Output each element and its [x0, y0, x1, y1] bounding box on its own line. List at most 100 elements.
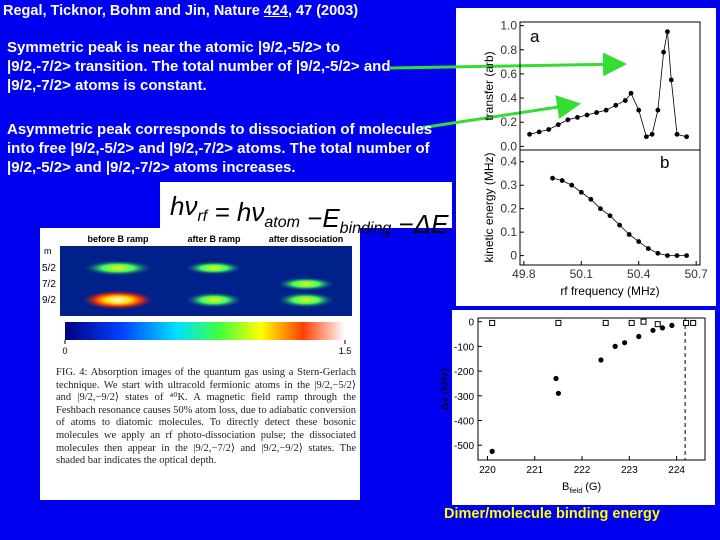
- data-point: [636, 333, 642, 340]
- x-tick-label: 222: [574, 465, 591, 476]
- row-label: 9/2: [42, 295, 56, 306]
- x-tick-label: 223: [621, 465, 638, 476]
- data-point: [527, 131, 532, 137]
- data-point: [669, 322, 675, 329]
- arrow: [389, 52, 627, 77]
- data-point: [555, 390, 561, 396]
- data-point: [546, 127, 552, 132]
- data-point: [575, 114, 580, 120]
- x-tick-label: 50.7: [684, 267, 708, 281]
- data-point: [598, 206, 603, 212]
- data-point-open: [654, 321, 661, 328]
- y-axis-label: Δν (kHz): [439, 368, 451, 410]
- note: Symmetric peak is near the atomic |9/2,-…: [7, 39, 391, 94]
- data-point: [643, 134, 649, 140]
- spectrum-panel: [456, 8, 716, 306]
- equation-subscript: binding: [340, 220, 392, 237]
- data-point-open: [690, 319, 697, 326]
- data-point: [578, 189, 584, 195]
- y-tick-label: 0.2: [500, 115, 517, 129]
- citation-text: , 47 (2003): [288, 3, 359, 19]
- data-point: [650, 327, 656, 333]
- equation-term: hν: [170, 191, 197, 221]
- equation-term: −ΔE: [391, 209, 449, 239]
- plot-frame: [477, 317, 706, 461]
- data-point: [661, 49, 667, 55]
- data-point: [655, 107, 661, 113]
- data-point: [536, 129, 542, 135]
- colorbar-label: 0: [62, 346, 67, 356]
- data-point: [674, 253, 680, 259]
- data-point: [636, 239, 642, 244]
- data-point: [565, 117, 571, 123]
- y-tick-label: 0.1: [500, 225, 517, 239]
- data-point: [569, 182, 575, 188]
- equation-term: −E: [300, 203, 340, 233]
- equation-box: [160, 182, 452, 228]
- data-point: [612, 343, 618, 349]
- binding-panel: [452, 310, 715, 505]
- data-point: [622, 98, 628, 103]
- data-point-open: [628, 319, 635, 326]
- x-axis-label: Bfield (G): [562, 481, 601, 495]
- y-tick-label: 0.2: [500, 202, 517, 216]
- panel-letter: b: [660, 153, 669, 172]
- equation-subscript: rf: [197, 208, 208, 225]
- y-tick-label: 1.0: [500, 19, 517, 33]
- data-point-open: [640, 318, 647, 325]
- y-tick-label: 0.6: [500, 67, 517, 81]
- citation-text: Regal, Ticknor, Bohm and Jin, Nature: [3, 3, 264, 19]
- cloud: [276, 277, 336, 291]
- y-tick-label: 0.4: [500, 155, 517, 169]
- y-tick-label: -500: [454, 441, 474, 452]
- data-point: [622, 340, 628, 346]
- equation-subscript: atom: [264, 214, 300, 231]
- y-tick-label: 0: [468, 318, 474, 329]
- data-point-open: [489, 319, 496, 326]
- column-label: after dissociation: [269, 234, 344, 244]
- y-tick-label: -100: [454, 342, 474, 353]
- data-point: [555, 122, 561, 128]
- column-label: before B ramp: [87, 234, 149, 244]
- cloud: [184, 261, 244, 275]
- data-point: [584, 112, 590, 118]
- data-point: [607, 213, 613, 219]
- x-tick-label: 221: [526, 465, 543, 476]
- data-point: [603, 107, 609, 113]
- cloud: [184, 292, 244, 308]
- citation: Regal, Ticknor, Bohm and Jin, Nature 424…: [3, 3, 358, 19]
- data-point: [674, 131, 680, 137]
- y-tick-label: 0: [510, 249, 517, 263]
- data-point: [617, 222, 622, 228]
- data-point: [684, 134, 689, 140]
- cloud: [80, 290, 156, 310]
- colorbar-label: 1.5: [339, 346, 352, 356]
- data-point: [659, 325, 666, 331]
- data-point-open: [683, 319, 690, 326]
- y-tick-label: 0.0: [500, 139, 517, 153]
- colorbar: [65, 322, 345, 340]
- data-point: [550, 175, 555, 181]
- data-point: [594, 110, 599, 115]
- data-point: [628, 90, 634, 96]
- citation-volume: 424: [263, 3, 288, 19]
- y-tick-label: -400: [454, 416, 474, 427]
- x-tick-label: 50.4: [627, 267, 651, 281]
- y-tick-label: 0.8: [500, 43, 517, 57]
- data-point: [684, 253, 689, 259]
- data-point: [598, 357, 604, 363]
- data-point: [668, 77, 674, 83]
- data-point: [636, 107, 642, 113]
- row-label: 7/2: [42, 279, 56, 290]
- data-point: [559, 178, 565, 183]
- y-axis-label: transfer (arb): [482, 51, 496, 120]
- equation-term: = hν: [207, 197, 264, 227]
- x-tick-label: 50.1: [570, 267, 594, 281]
- data-point: [645, 246, 651, 251]
- row-label: 5/2: [42, 263, 56, 274]
- y-tick-label: -300: [454, 392, 474, 403]
- data-point: [553, 375, 559, 382]
- data-point-open: [555, 319, 562, 326]
- figure-caption: FIG. 4: Absorption images of the quantum…: [56, 367, 356, 467]
